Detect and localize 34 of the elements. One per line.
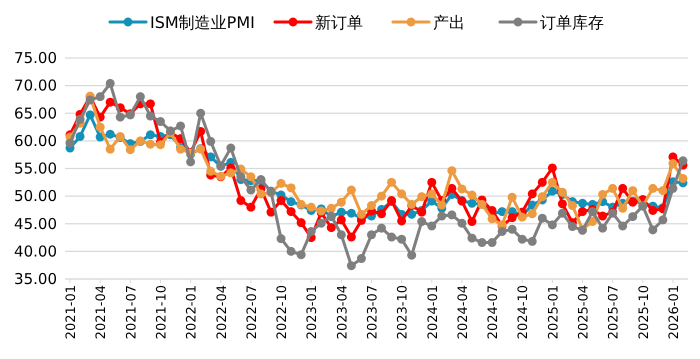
y-tick-label: 55.00 [14,160,57,178]
x-tick-label: 2026-01 [666,285,682,340]
x-tick-label: 2023-01 [305,285,320,340]
y-tick-label: 70.00 [14,76,57,95]
x-tick-label: 2025-01 [546,285,562,340]
y-tick-label: 65.00 [14,104,57,122]
y-tick-label: 40.00 [14,242,57,260]
x-tick-label: 2025-07 [606,285,622,340]
x-tick-label: 2021-01 [64,285,80,340]
x-tick-label: 2024-10 [516,285,532,340]
y-tick-label: 75.00 [14,49,57,67]
x-tick-label: 2022-04 [214,285,230,340]
x-tick-label: 2023-07 [365,285,380,340]
x-tick-label: 2021-07 [124,285,140,340]
legend-label: 产出 [433,13,465,32]
x-tick-label: 2023-10 [396,285,411,340]
x-tick-label: 2025-10 [636,285,652,340]
x-tick-label: 2024-07 [486,285,502,340]
x-tick-label: 2024-04 [456,285,471,340]
x-tick-label: 2024-01 [426,285,441,340]
legend-label: 订单库存 [540,13,604,32]
legend-label: 新订单 [315,13,363,32]
x-tick-label: 2022-01 [184,285,200,340]
y-tick-label: 35.00 [14,270,57,288]
x-tick-label: 2021-10 [154,285,170,340]
x-tick-label: 2022-07 [244,285,260,340]
x-tick-label: 2025-04 [576,285,592,340]
x-tick-label: 2021-04 [94,285,110,340]
x-tick-label: 2022-10 [275,285,290,340]
x-tick-label: 2023-04 [335,285,350,340]
legend-label: ISM制造业PMI [150,13,255,32]
y-tick-label: 60.00 [14,132,57,150]
y-tick-label: 45.00 [14,214,57,233]
y-tick-label: 50.00 [14,187,57,206]
